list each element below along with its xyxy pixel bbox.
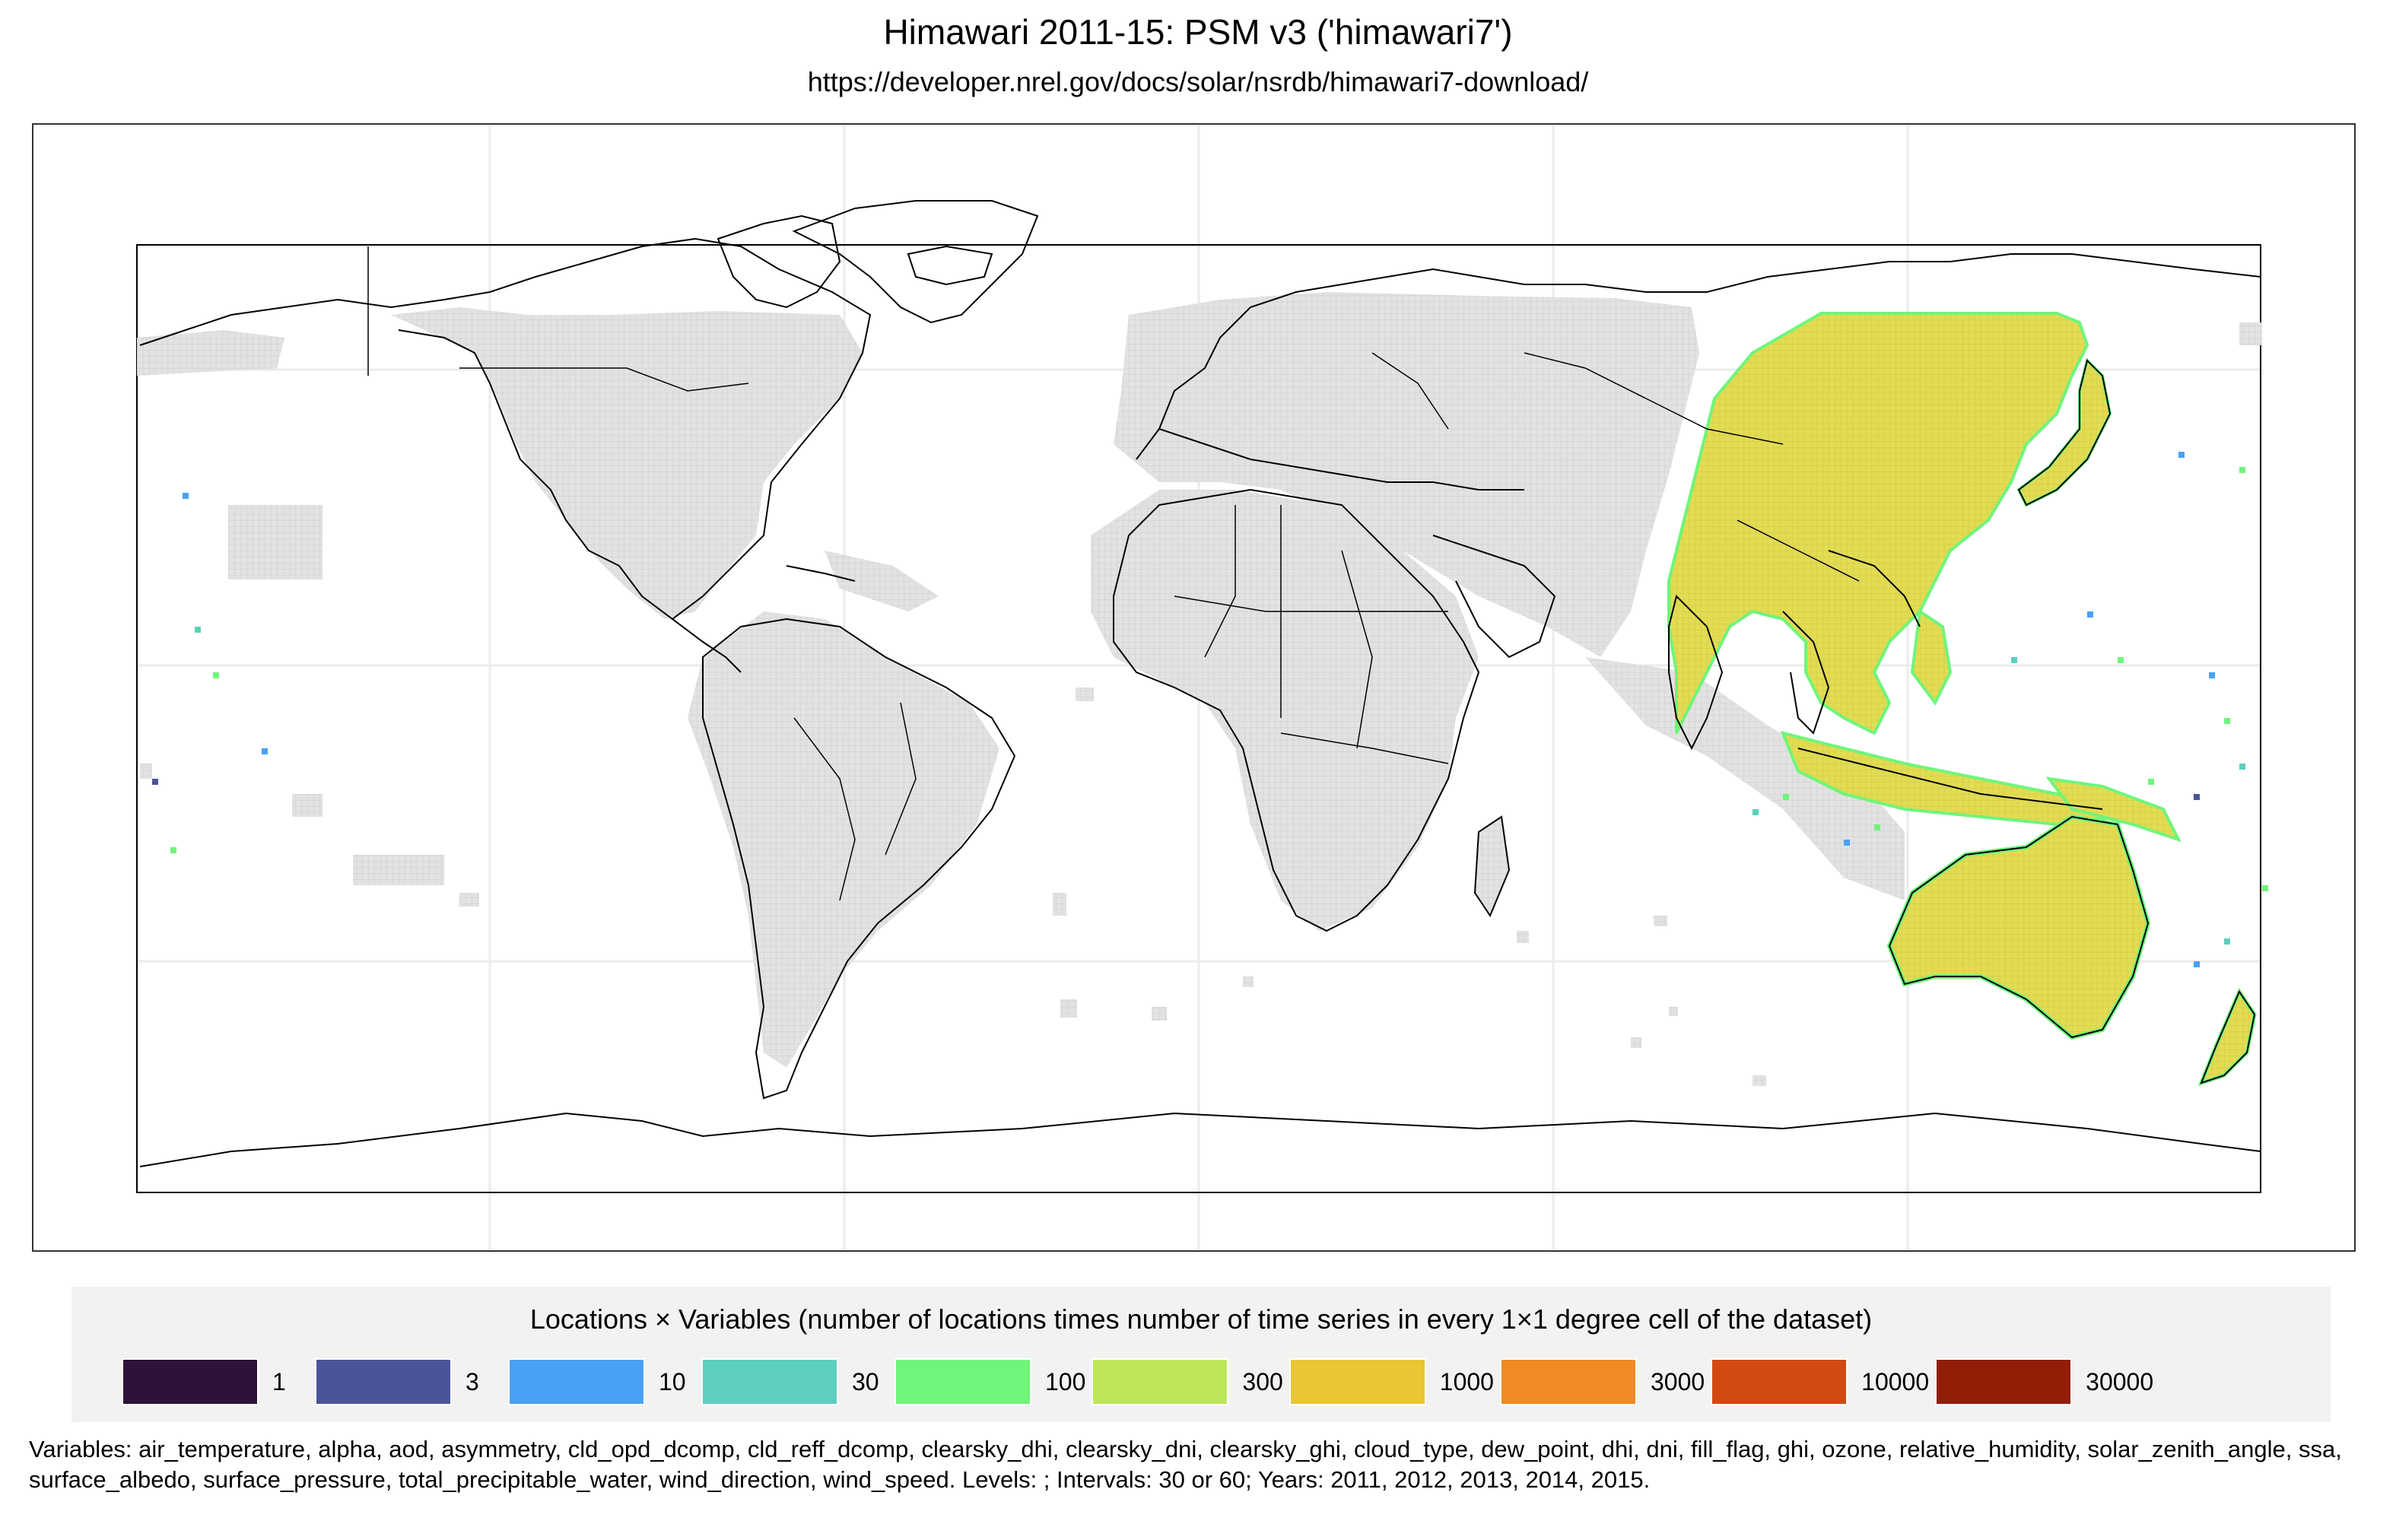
legend-entry: 1000 [1289,1358,1494,1405]
legend-swatch [1711,1358,1848,1405]
legend-entry: 30 [701,1358,888,1405]
country-borders [367,246,1860,901]
legend-entry: 10 [508,1358,695,1405]
legend-entry: 30000 [1935,1358,2153,1405]
coast-cells [152,452,2268,967]
no-data-cells [137,292,2262,1086]
legend-label: 100 [1045,1368,1086,1396]
variables-footnote: Variables: air_temperature, alpha, aod, … [29,1436,2342,1493]
legend-label: 1 [272,1368,286,1396]
legend-entry: 3 [315,1358,502,1405]
legend-entry: 100 [895,1358,1085,1405]
chart-subtitle: https://developer.nrel.gov/docs/solar/ns… [807,66,1589,97]
legend-swatch [1935,1358,2073,1405]
legend-entry: 10000 [1711,1358,1929,1405]
legend-label: 10 [659,1368,686,1396]
legend-panel: Locations × Variables (number of locatio… [71,1287,2331,1422]
legend-swatch [315,1358,452,1405]
legend-label: 300 [1242,1368,1283,1396]
chart-title: Himawari 2011-15: PSM v3 ('himawari7') [883,12,1513,52]
legend-swatch [1499,1358,1637,1405]
legend-items: 1 3 10 30 100 300 1000 3000 10000 30000 [122,1355,2159,1408]
legend-swatch [122,1358,259,1405]
world-map [136,125,2268,1250]
legend-label: 1000 [1439,1368,1494,1396]
legend-label: 3 [466,1368,479,1396]
legend-entry: 3000 [1499,1358,1705,1405]
map-extent [136,244,2261,1193]
legend-swatch [508,1358,645,1405]
map-panel [32,123,2356,1252]
legend-entry: 1 [122,1358,309,1405]
legend-title: Locations × Variables (number of locatio… [529,1303,1873,1335]
himawari-coverage [1667,312,2257,1087]
legend-label: 30000 [2086,1368,2154,1396]
coastlines [139,200,2261,1167]
legend-label: 3000 [1650,1368,1705,1396]
legend-label: 10000 [1861,1368,1930,1396]
legend-swatch [1289,1358,1426,1405]
legend-swatch [701,1358,838,1405]
legend-swatch [895,1358,1031,1405]
legend-label: 30 [852,1368,879,1396]
legend-entry: 300 [1092,1358,1283,1405]
legend-swatch [1092,1358,1229,1405]
